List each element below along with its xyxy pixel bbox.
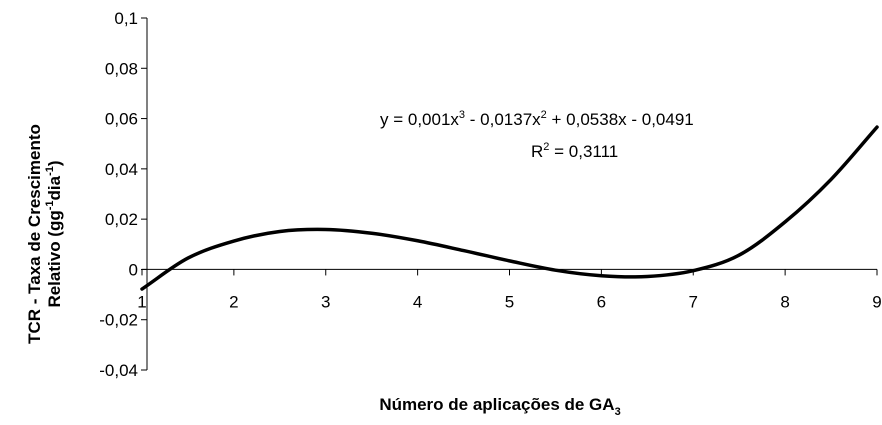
series-line	[140, 125, 879, 291]
x-tick-label: 5	[505, 292, 514, 311]
x-tick-label: 2	[229, 292, 238, 311]
y-tick-label: 0,02	[105, 210, 138, 229]
x-tick-label: 3	[321, 292, 330, 311]
r2-base: R	[531, 142, 543, 161]
axes	[141, 17, 878, 371]
y-tick-label: 0,08	[105, 59, 138, 78]
equation-annotation: y = 0,001x3 - 0,0137x2 + 0,0538x - 0,049…	[380, 109, 694, 129]
x-axis-title-main: Número de aplicações de GA	[379, 395, 614, 414]
r2-end: = 0,3111	[549, 142, 618, 161]
x-axis-title: Número de aplicações de GA3	[379, 395, 620, 418]
x-tick-label: 4	[413, 292, 422, 311]
x-tick-label: 8	[780, 292, 789, 311]
y-axis-title-line1: TCR - Taxa de Crescimento	[25, 124, 44, 344]
r2-exp: 2	[543, 141, 549, 153]
y-tick-label: 0,1	[114, 9, 138, 28]
y-label-sup2: -1	[44, 166, 56, 176]
x-axis-title-sub: 3	[615, 406, 621, 418]
equation-end: + 0,0538x - 0,0491	[547, 110, 694, 129]
y-tick-label: -0,02	[99, 311, 138, 330]
x-tick-label: 6	[597, 292, 606, 311]
x-tick-label: 9	[872, 292, 881, 311]
y-label-part1: Relativo (gg	[45, 210, 64, 307]
y-axis-title-line2: Relativo (gg-1dia-1)	[44, 160, 64, 307]
y-tick-labels: 0,1 0,08 0,06 0,04 0,02 0 -0,02 -0,04	[99, 9, 138, 380]
y-label-part3: )	[45, 160, 64, 166]
equation-base: y = 0,001x	[380, 110, 459, 129]
y-label-sup1: -1	[44, 200, 56, 210]
y-axis-title: TCR - Taxa de Crescimento Relativo (gg-1…	[25, 124, 64, 344]
y-label-part2: dia	[45, 175, 64, 200]
equation-exp2: 2	[541, 109, 547, 121]
x-tick-labels: 1 2 3 4 5 6 7 8 9	[137, 292, 881, 311]
equation-mid: - 0,0137x	[465, 110, 541, 129]
x-tick-label: 7	[689, 292, 698, 311]
x-tick-label: 1	[137, 292, 146, 311]
y-tick-label: -0,04	[99, 361, 138, 380]
y-tick-label: 0,06	[105, 110, 138, 129]
y-tick-label: 0	[129, 260, 138, 279]
r2-annotation: R2 = 0,3111	[531, 141, 618, 161]
equation-exp1: 3	[459, 109, 465, 121]
y-tick-label: 0,04	[105, 160, 138, 179]
